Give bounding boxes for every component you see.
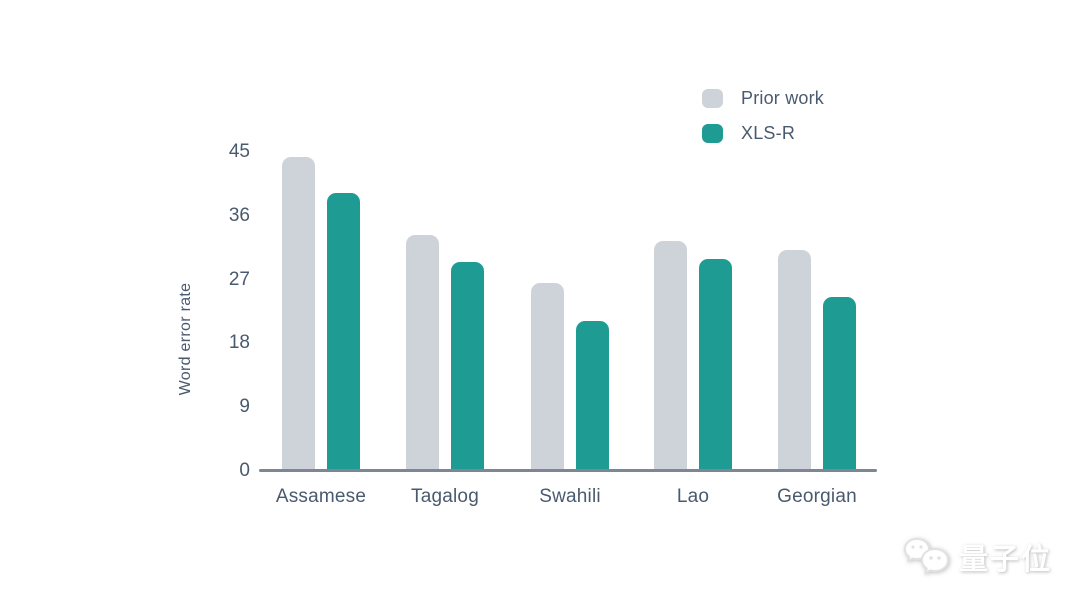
watermark-text: 量子位 [959,544,1053,576]
legend-label-xls-r: XLS-R [741,122,796,143]
xls-r-swatch-icon [702,123,723,143]
y-tick-label: 0 [239,460,250,481]
y-tick-label: 9 [239,396,250,418]
bar-tagalog-xls-r [451,261,484,471]
bar-lao-prior-work [654,240,687,471]
legend-item-prior-work: Prior work [702,88,824,108]
x-axis-label-georgian: Georgian [777,486,857,507]
x-axis-label-swahili: Swahili [539,486,601,507]
bar-assamese-xls-r [327,193,360,471]
bar-georgian-prior-work [778,249,811,471]
prior-work-swatch-icon [702,88,723,108]
bar-tagalog-prior-work [406,235,439,471]
watermark: 量子位 [903,536,1052,578]
y-tick-label: 36 [228,204,250,226]
y-tick-label: 27 [228,268,250,290]
bar-swahili-xls-r [576,320,609,471]
legend-item-xls-r: XLS-R [702,123,824,143]
legend-label-prior-work: Prior work [741,87,825,108]
chat-bubbles-icon [903,537,950,575]
y-tick-label: 45 [228,141,250,163]
bar-assamese-prior-work [282,157,315,471]
bar-georgian-xls-r [823,296,856,471]
bar-lao-xls-r [699,259,732,471]
y-tick-label: 18 [228,332,250,354]
bar-swahili-prior-work [531,283,564,471]
x-axis-line [259,469,877,472]
legend: Prior work XLS-R [702,88,824,158]
x-axis-label-lao: Lao [676,486,710,507]
x-axis-label-assamese: Assamese [275,486,367,507]
x-axis-label-tagalog: Tagalog [411,486,479,507]
